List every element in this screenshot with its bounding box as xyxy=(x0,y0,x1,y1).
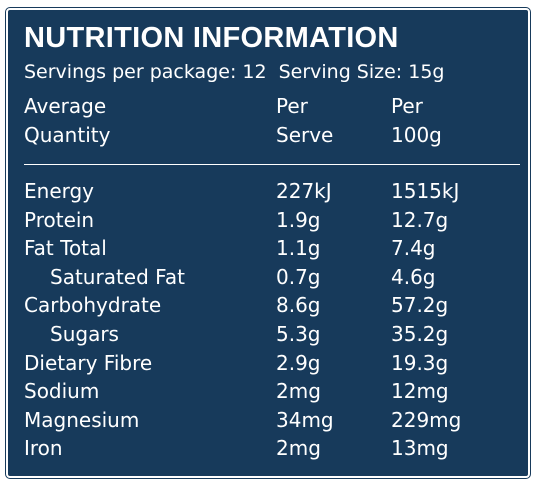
nutrient-row-fat-total: Fat Total 1.1g 7.4g xyxy=(8,234,528,263)
nutrient-per-100g: 4.6g xyxy=(391,264,436,289)
nutrient-per-100g: 7.4g xyxy=(391,236,436,261)
column-header-per-100g-line2: 100g xyxy=(391,123,442,147)
nutrient-name: Energy xyxy=(24,179,95,203)
column-header-per-100g: Per 100g xyxy=(391,92,442,150)
nutrient-per-serve: 2mg xyxy=(276,379,321,404)
nutrient-per-serve: 1.9g xyxy=(276,207,321,232)
nutrient-per-serve: 1.1g xyxy=(276,236,321,261)
servings-per-package: Servings per package: 12 xyxy=(24,61,267,83)
nutrient-row-sodium: Sodium 2mg 12mg xyxy=(8,377,528,406)
nutrient-name: Sodium xyxy=(24,379,100,404)
nutrition-panel: NUTRITION INFORMATION Servings per packa… xyxy=(5,7,531,479)
nutrient-name: Saturated Fat xyxy=(50,264,185,289)
nutrient-per-100g: 1515kJ xyxy=(391,179,460,203)
nutrient-per-serve: 227kJ xyxy=(276,179,332,203)
column-header-per-serve: Per Serve xyxy=(276,92,333,150)
nutrient-name: Dietary Fibre xyxy=(24,350,153,375)
nutrient-per-serve: 0.7g xyxy=(276,264,321,289)
nutrient-name: Magnesium xyxy=(24,407,140,432)
nutrient-per-100g: 229mg xyxy=(391,407,462,432)
nutrient-row-sugars: Sugars 5.3g 35.2g xyxy=(8,320,528,349)
nutrient-row-dietary-fibre: Dietary Fibre 2.9g 19.3g xyxy=(8,349,528,378)
nutrient-row-carbohydrate: Carbohydrate 8.6g 57.2g xyxy=(8,291,528,320)
nutrient-per-serve: 5.3g xyxy=(276,321,321,346)
panel-title: NUTRITION INFORMATION xyxy=(24,22,399,54)
nutrient-row-energy: Energy 227kJ 1515kJ xyxy=(8,177,528,206)
nutrient-per-serve: 8.6g xyxy=(276,293,321,318)
nutrient-per-100g: 57.2g xyxy=(391,293,449,318)
nutrient-row-protein: Protein 1.9g 12.7g xyxy=(8,206,528,235)
nutrient-per-serve: 34mg xyxy=(276,407,334,432)
nutrient-row-magnesium: Magnesium 34mg 229mg xyxy=(8,406,528,435)
nutrient-per-serve: 2.9g xyxy=(276,350,321,375)
column-header-per-serve-line2: Serve xyxy=(276,123,334,147)
column-header-per-serve-line1: Per xyxy=(276,94,308,118)
nutrient-per-100g: 12.7g xyxy=(391,207,449,232)
nutrient-name: Iron xyxy=(24,436,63,461)
column-header-quantity-line2: Quantity xyxy=(24,123,111,147)
nutrient-per-serve: 2mg xyxy=(276,436,321,461)
nutrient-row-saturated-fat: Saturated Fat 0.7g 4.6g xyxy=(8,263,528,292)
nutrient-per-100g: 13mg xyxy=(391,436,449,461)
nutrient-name: Carbohydrate xyxy=(24,293,162,318)
column-header-quantity: Average Quantity xyxy=(24,92,110,150)
nutrient-per-100g: 12mg xyxy=(391,379,449,404)
servings-line: Servings per package: 12 Serving Size: 15… xyxy=(24,60,444,84)
header-divider xyxy=(24,164,520,165)
nutrient-name: Sugars xyxy=(50,321,119,346)
column-header-quantity-line1: Average xyxy=(24,94,107,118)
nutrient-per-100g: 35.2g xyxy=(391,321,449,346)
nutrient-table: Energy 227kJ 1515kJ Protein 1.9g 12.7g F… xyxy=(8,177,528,463)
nutrient-name: Fat Total xyxy=(24,236,107,261)
serving-size: Serving Size: 15g xyxy=(278,61,445,83)
nutrient-name: Protein xyxy=(24,207,95,232)
column-header-per-100g-line1: Per xyxy=(391,94,423,118)
nutrient-per-100g: 19.3g xyxy=(391,350,449,375)
nutrient-row-iron: Iron 2mg 13mg xyxy=(8,434,528,463)
